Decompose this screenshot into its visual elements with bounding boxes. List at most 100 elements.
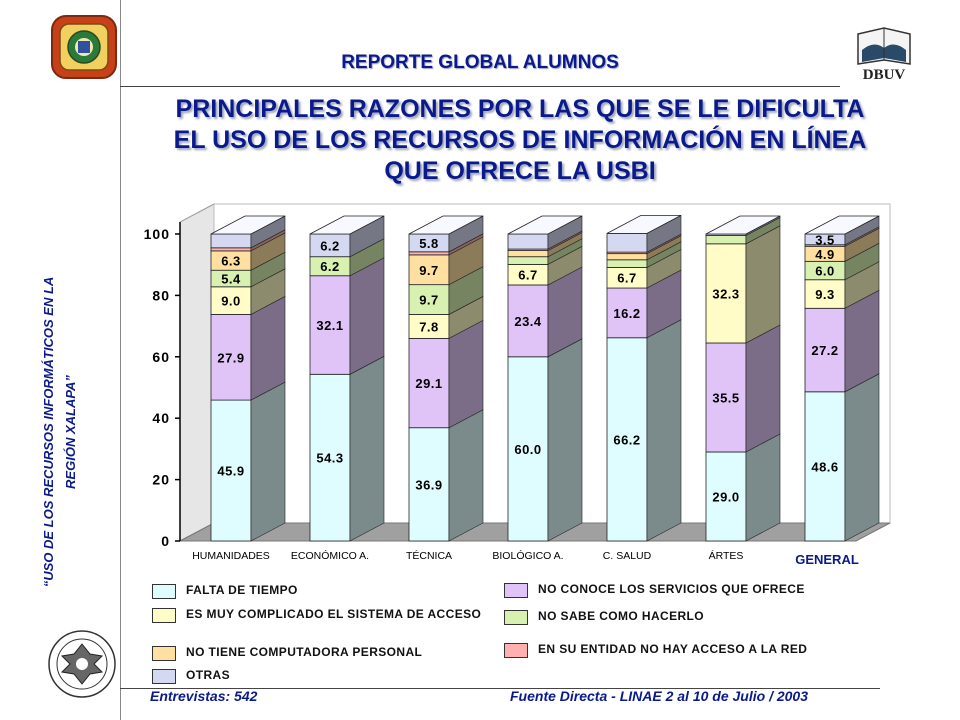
bar-value-label: 60.0 xyxy=(514,442,541,457)
bar-segment-side xyxy=(448,319,484,429)
header-divider xyxy=(120,86,840,87)
bar-segment xyxy=(408,284,450,315)
x-category-label: ÁRTES xyxy=(709,549,744,562)
bar-value-label: 6.2 xyxy=(320,259,340,274)
legend-swatch xyxy=(152,646,176,661)
bar-top xyxy=(705,215,781,235)
legend-item: NO TIENE COMPUTADORA PERSONAL xyxy=(152,644,422,661)
chart-side-wall xyxy=(179,203,215,542)
x-category-label: ECONÓMICO A. xyxy=(291,549,369,562)
stacked-bar-chart: 0 20 40 60 80 100 45.9 27.9 9.0 5.4 6.3 HUMANIDADES… xyxy=(144,203,891,567)
bar-segment xyxy=(705,342,747,453)
legend-swatch xyxy=(504,583,528,598)
legend-item: FALTA DE TIEMPO xyxy=(152,582,298,599)
bar-value-label: 9.0 xyxy=(221,294,241,309)
bar-segment xyxy=(408,427,450,542)
main-title-line-2: EL USO DE LOS RECURSOS DE INFORMACIÓN EN… xyxy=(173,126,867,154)
bar-segment-side xyxy=(745,324,781,453)
bar-value-label: 29.1 xyxy=(415,376,442,391)
bar-value-label: 23.4 xyxy=(514,314,542,329)
bar-value-label: 27.2 xyxy=(811,343,838,358)
bar-value-label: 5.4 xyxy=(221,272,241,287)
legend-swatch xyxy=(152,584,176,599)
bar-segment xyxy=(606,337,648,542)
bar-segment xyxy=(309,275,351,375)
bar-segment xyxy=(210,247,252,252)
legend-label: NO CONOCE LOS SERVICIOS QUE OFRECE xyxy=(538,582,805,596)
y-tick-label: 40 xyxy=(152,410,170,426)
chart-legend: FALTA DE TIEMPO ES MUY COMPLICADO EL SIST… xyxy=(140,578,920,688)
bar-value-label: 9.7 xyxy=(419,263,439,278)
x-category-label: HUMANIDADES xyxy=(192,550,270,562)
legend-label: FALTA DE TIEMPO xyxy=(186,583,298,597)
legend-label: NO SABE COMO HACERLO xyxy=(538,609,705,623)
bar-segment xyxy=(408,251,450,256)
bar-top xyxy=(606,214,682,234)
bar-segment xyxy=(309,373,351,542)
y-tick-label: 20 xyxy=(152,472,170,488)
bar-value-label: 35.5 xyxy=(712,390,739,405)
bar-segment xyxy=(705,235,747,245)
bar-segment-side xyxy=(448,409,484,542)
legend-label: NO TIENE COMPUTADORA PERSONAL xyxy=(186,645,423,659)
bar-value-label: 16.2 xyxy=(613,306,640,321)
bar-value-label: 4.9 xyxy=(815,247,835,262)
bar-value-label: 45.9 xyxy=(217,464,244,479)
x-category-label: TÉCNICA xyxy=(406,549,452,562)
bar-segment xyxy=(507,233,549,250)
bar-value-label: 48.6 xyxy=(811,459,838,474)
y-tick-label: 60 xyxy=(152,349,170,365)
university-logo xyxy=(50,14,118,80)
bar-value-label: 3.5 xyxy=(815,232,835,247)
bar-value-label: 6.0 xyxy=(815,264,835,279)
bar-value-label: 27.9 xyxy=(217,350,244,365)
x-category-label: BIOLÓGICO A. xyxy=(492,549,563,562)
bar-segment xyxy=(507,256,549,265)
bar-value-label: 6.7 xyxy=(518,268,538,283)
legend-swatch xyxy=(504,643,528,658)
bar-segment-side xyxy=(646,319,682,542)
legend-item: EN SU ENTIDAD NO HAY ACCESO A LA RED xyxy=(504,641,807,658)
bar-segment-side xyxy=(547,338,583,542)
legend-swatch xyxy=(152,669,176,684)
footer-source: Fuente Directa - LINAE 2 al 10 de Julio … xyxy=(510,688,808,704)
bar-value-label: 9.7 xyxy=(419,293,439,308)
bar-segment-side xyxy=(745,433,781,542)
legend-item: NO SABE COMO HACERLO xyxy=(504,608,704,625)
bar-segment xyxy=(804,391,846,542)
report-header-title: REPORTE GLOBAL ALUMNOS xyxy=(341,52,619,73)
bar-segment xyxy=(606,232,648,253)
legend-item: OTRAS xyxy=(152,667,230,684)
bar-segment-side xyxy=(349,355,385,542)
bar-value-label: 7.8 xyxy=(419,319,439,334)
left-divider xyxy=(120,0,121,720)
bar-segment-side xyxy=(844,373,880,542)
bar-segment xyxy=(507,250,549,258)
bar-value-label: 6.3 xyxy=(221,254,241,269)
bar-value-label: 9.3 xyxy=(815,287,835,302)
bar-segment xyxy=(408,337,450,429)
side-caption: “USO DE LOS RECURSOS INFORMÁTICOS EN LA … xyxy=(38,212,82,652)
footer-divider xyxy=(120,688,880,689)
legend-label: ES MUY COMPLICADO EL SISTEMA DE ACCESO xyxy=(186,607,482,621)
bar-segment xyxy=(606,287,648,339)
bar-segment-side xyxy=(745,225,781,344)
bar-segment xyxy=(210,233,252,249)
main-title-line-1: PRINCIPALES RAZONES POR LAS QUE SE LE DI… xyxy=(175,95,865,123)
side-caption-line-2: REGIÓN XALAPA” xyxy=(63,375,78,489)
footer-interviews: Entrevistas: 542 xyxy=(150,688,258,704)
bar-segment-side xyxy=(250,381,286,542)
dbuv-logo: DBUV xyxy=(848,26,920,83)
bar-value-label: 6.2 xyxy=(320,238,340,253)
bar-value-label: 54.3 xyxy=(316,451,343,466)
bar-segment xyxy=(606,253,648,261)
bar-value-label: 32.3 xyxy=(712,286,739,301)
y-tick-label: 80 xyxy=(152,287,170,303)
dbuv-logo-text: DBUV xyxy=(863,67,906,82)
x-category-label: C. SALUD xyxy=(603,550,652,562)
bar-segment xyxy=(606,259,648,268)
bar-segment xyxy=(507,284,549,358)
bar-top xyxy=(804,215,880,235)
x-category-label: GENERAL xyxy=(795,552,859,567)
legend-item: ES MUY COMPLICADO EL SISTEMA DE ACCESO xyxy=(152,606,497,623)
